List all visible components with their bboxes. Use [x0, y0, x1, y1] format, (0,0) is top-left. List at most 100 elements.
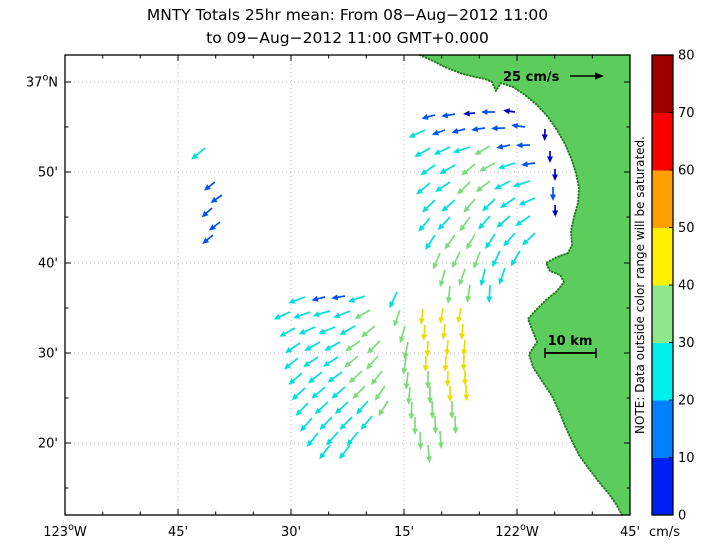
current-vector	[459, 216, 471, 232]
reference-arrow: 25 cm/s	[503, 70, 604, 85]
current-vector	[496, 143, 511, 150]
current-vector	[427, 386, 433, 404]
current-vector	[438, 269, 446, 288]
current-vector	[475, 180, 491, 193]
colorbar-tick-label: 60	[678, 164, 695, 179]
current-vector	[432, 252, 441, 270]
title-line-2: to 09−Aug−2012 11:00 GMT+0.000	[206, 29, 489, 47]
current-vector	[408, 401, 415, 420]
current-vector	[308, 371, 323, 384]
y-tick-label: 40'	[38, 257, 58, 272]
current-vector	[518, 197, 536, 206]
current-vector	[479, 162, 496, 172]
current-vector	[457, 181, 471, 195]
current-vector	[442, 355, 449, 372]
current-vector	[288, 296, 306, 304]
current-vector	[503, 108, 516, 115]
current-vector	[210, 194, 223, 204]
colorbar-tick-label: 50	[678, 221, 695, 236]
current-vector	[339, 325, 356, 335]
current-vector	[503, 232, 516, 247]
current-vector	[422, 355, 429, 372]
current-vector	[438, 307, 445, 324]
current-vector	[284, 357, 299, 370]
current-vector	[481, 109, 495, 115]
current-vector	[288, 372, 303, 385]
current-vector	[333, 310, 351, 319]
current-vector	[279, 327, 296, 337]
current-vector	[208, 221, 221, 231]
scale-bar-label: 10 km	[548, 334, 593, 349]
land-layer	[419, 54, 630, 516]
current-vector	[512, 180, 531, 188]
current-vector	[314, 401, 329, 415]
current-vector	[374, 385, 386, 401]
colorbar-band	[652, 55, 673, 113]
current-vector	[421, 324, 428, 341]
current-vector	[461, 339, 468, 356]
current-vector	[370, 370, 383, 386]
current-vector	[421, 114, 436, 120]
plot-frame	[64, 54, 631, 516]
current-vector	[344, 355, 359, 368]
colorbar-unit-label: cm/s	[649, 525, 680, 540]
current-vector	[452, 251, 461, 269]
current-vector	[441, 199, 456, 212]
current-vector	[541, 128, 548, 141]
current-vector	[422, 199, 436, 213]
current-vector	[327, 371, 343, 383]
current-vector	[331, 386, 346, 399]
current-vector	[346, 431, 359, 446]
current-vector	[352, 385, 366, 399]
current-vector	[463, 198, 476, 213]
current-vector	[458, 268, 466, 287]
current-vector	[444, 370, 451, 387]
current-vector	[322, 356, 339, 367]
current-vector	[478, 215, 491, 230]
coastline	[419, 54, 623, 516]
grid-layer	[66, 56, 629, 514]
current-vector	[474, 145, 491, 155]
current-vector	[201, 207, 213, 218]
figure-title: MNTY Totals 25hr mean: From 08−Aug−2012 …	[65, 4, 630, 50]
current-vector	[426, 444, 432, 463]
current-vector	[424, 340, 431, 357]
current-vector	[449, 401, 455, 419]
current-vector	[521, 161, 536, 168]
current-vector	[298, 326, 316, 335]
colorbar-tick-label: 20	[678, 394, 695, 409]
current-vector	[497, 162, 516, 170]
current-vector	[485, 233, 496, 250]
current-vector	[432, 415, 439, 434]
colorbar-band	[652, 457, 673, 516]
current-vector	[311, 295, 326, 302]
current-vector	[429, 400, 436, 419]
current-vector	[433, 146, 451, 155]
current-vector	[550, 187, 556, 201]
current-vector	[331, 294, 346, 301]
x-tick-label: 45'	[620, 525, 640, 540]
current-vector	[463, 384, 470, 401]
current-vector	[401, 356, 408, 375]
current-vector	[471, 126, 486, 133]
current-vector	[326, 431, 339, 446]
current-vector	[418, 308, 425, 325]
current-vector	[441, 112, 456, 119]
x-tick-label: 122oW	[495, 522, 539, 540]
current-vector	[486, 284, 493, 303]
x-tick-label: 123oW	[43, 522, 87, 540]
current-vector	[461, 163, 476, 176]
current-vector	[492, 250, 501, 268]
colorbar-band	[652, 170, 673, 228]
current-vector	[408, 129, 426, 138]
current-vector	[334, 401, 349, 415]
current-vector	[389, 291, 398, 309]
current-vector	[366, 355, 379, 370]
current-vector	[339, 444, 351, 460]
title-line-1: MNTY Totals 25hr mean: From 08−Aug−2012 …	[146, 6, 549, 24]
current-vector	[552, 204, 559, 217]
y-tick-label: 50'	[38, 166, 58, 181]
current-vector	[452, 146, 471, 154]
current-vector	[361, 325, 376, 338]
